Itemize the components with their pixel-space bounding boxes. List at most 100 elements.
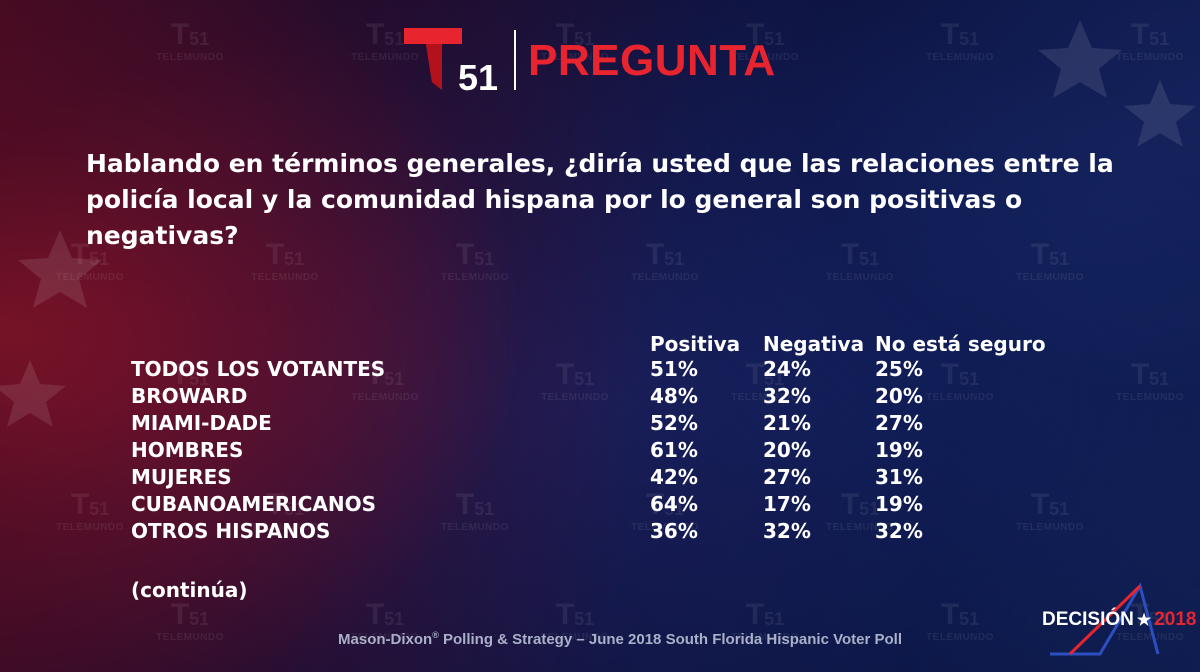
watermark-number: 51 xyxy=(384,609,405,629)
header-divider xyxy=(514,30,516,90)
row-label: OTROS HISPANOS xyxy=(131,519,331,543)
watermark-number: 51 xyxy=(959,29,980,49)
source-prefix: Mason-Dixon xyxy=(338,631,433,648)
cell-no-esta-seguro: 27% xyxy=(875,411,923,435)
watermark-number: 51 xyxy=(189,369,210,389)
cell-no-esta-seguro: 31% xyxy=(875,465,923,489)
watermark-brand: TELEMUNDO xyxy=(826,272,894,283)
watermark-number: 51 xyxy=(1149,609,1170,629)
cell-positiva: 51% xyxy=(650,357,698,381)
watermark-brand: TELEMUNDO xyxy=(251,522,319,533)
cell-no-esta-seguro: 25% xyxy=(875,357,923,381)
watermark-tile: T51 TELEMUNDO xyxy=(725,600,805,644)
watermark-number: 51 xyxy=(959,369,980,389)
cell-negativa: 24% xyxy=(763,357,811,381)
cell-positiva: 36% xyxy=(650,519,698,543)
table-row: MUJERES 42% 27% 31% xyxy=(0,464,1200,491)
cell-positiva: 42% xyxy=(650,465,698,489)
column-header-negativa: Negativa xyxy=(763,332,865,356)
watermark-brand: TELEMUNDO xyxy=(541,392,609,403)
watermark-number: 51 xyxy=(859,499,880,519)
watermark-brand: TELEMUNDO xyxy=(441,522,509,533)
watermark-tile: T51 TELEMUNDO xyxy=(1110,360,1190,404)
watermark-number: 51 xyxy=(1049,499,1070,519)
column-header-no-esta-seguro: No está seguro xyxy=(875,332,1046,356)
watermark-tile: T51 TELEMUNDO xyxy=(535,360,615,404)
row-label: MIAMI-DADE xyxy=(131,411,272,435)
cell-negativa: 32% xyxy=(763,384,811,408)
watermark-brand: TELEMUNDO xyxy=(1116,392,1184,403)
watermark-tile: T51 TELEMUNDO xyxy=(820,240,900,284)
watermark-brand: TELEMUNDO xyxy=(631,522,699,533)
cell-negativa: 32% xyxy=(763,519,811,543)
watermark-brand: TELEMUNDO xyxy=(1016,522,1084,533)
cell-negativa: 17% xyxy=(763,492,811,516)
watermark-brand: TELEMUNDO xyxy=(631,272,699,283)
watermark-tile: T51 TELEMUNDO xyxy=(50,240,130,284)
watermark-tile: T51 TELEMUNDO xyxy=(1110,20,1190,64)
cell-no-esta-seguro: 32% xyxy=(875,519,923,543)
watermark-number: 51 xyxy=(764,609,785,629)
registered-mark: ® xyxy=(432,630,439,640)
row-label: BROWARD xyxy=(131,384,248,408)
watermark-tile: T51 TELEMUNDO xyxy=(920,600,1000,644)
header-title: PREGUNTA xyxy=(528,36,776,85)
decision-year: 2018 xyxy=(1154,609,1197,630)
watermark-tile: T51 TELEMUNDO xyxy=(820,490,900,534)
watermark-brand: TELEMUNDO xyxy=(156,632,224,643)
row-label: HOMBRES xyxy=(131,438,244,462)
watermark-brand: TELEMUNDO xyxy=(56,522,124,533)
watermark-brand: TELEMUNDO xyxy=(1116,632,1184,643)
table-row: BROWARD 48% 32% 20% xyxy=(0,383,1200,410)
watermark-number: 51 xyxy=(1149,29,1170,49)
watermark-tile: T51 TELEMUNDO xyxy=(435,240,515,284)
watermark-brand: TELEMUNDO xyxy=(156,392,224,403)
watermark-number: 51 xyxy=(764,29,785,49)
watermark-tile: T51 TELEMUNDO xyxy=(245,490,325,534)
watermark-brand: TELEMUNDO xyxy=(441,272,509,283)
star-icon: ★ xyxy=(1136,612,1152,629)
watermark-brand: TELEMUNDO xyxy=(251,272,319,283)
watermark-number: 51 xyxy=(474,249,495,269)
watermark-brand: TELEMUNDO xyxy=(926,392,994,403)
table-row: OTROS HISPANOS 36% 32% 32% xyxy=(0,518,1200,545)
watermark-number: 51 xyxy=(189,29,210,49)
watermark-brand: TELEMUNDO xyxy=(926,52,994,63)
watermark-brand: TELEMUNDO xyxy=(1116,52,1184,63)
row-label: TODOS LOS VOTANTES xyxy=(131,357,386,381)
watermark-number: 51 xyxy=(1149,369,1170,389)
watermark-brand: TELEMUNDO xyxy=(1016,272,1084,283)
watermark-number: 51 xyxy=(384,369,405,389)
watermark-number: 51 xyxy=(574,369,595,389)
cell-positiva: 61% xyxy=(650,438,698,462)
table-row: MIAMI-DADE 52% 21% 27% xyxy=(0,410,1200,437)
watermark-tile: T51 TELEMUNDO xyxy=(920,360,1000,404)
watermark-number: 51 xyxy=(474,499,495,519)
poll-source-footer: Mason-Dixon® Polling & Strategy – June 2… xyxy=(0,630,1200,648)
watermark-brand: TELEMUNDO xyxy=(351,392,419,403)
cell-negativa: 27% xyxy=(763,465,811,489)
watermark-number: 51 xyxy=(89,249,110,269)
watermark-brand: TELEMUNDO xyxy=(351,52,419,63)
watermark-number: 51 xyxy=(1049,249,1070,269)
watermark-number: 51 xyxy=(89,499,110,519)
cell-no-esta-seguro: 20% xyxy=(875,384,923,408)
watermark-tile: T51 TELEMUNDO xyxy=(535,600,615,644)
cell-no-esta-seguro: 19% xyxy=(875,492,923,516)
watermark-brand: TELEMUNDO xyxy=(56,272,124,283)
decision-word: DECISIÓN xyxy=(1042,609,1134,630)
watermark-tile: T51 TELEMUNDO xyxy=(535,20,615,64)
telemundo-51-logo: 51 xyxy=(404,28,498,94)
table-row: CUBANOAMERICANOS 64% 17% 19% xyxy=(0,491,1200,518)
watermark-tile: T51 TELEMUNDO xyxy=(245,240,325,284)
watermark-tile: T51 TELEMUNDO xyxy=(150,360,230,404)
watermark-tile: T51 TELEMUNDO xyxy=(725,20,805,64)
watermark-tile: T51 TELEMUNDO xyxy=(725,360,805,404)
watermark-brand: TELEMUNDO xyxy=(926,632,994,643)
cell-positiva: 52% xyxy=(650,411,698,435)
source-rest: Polling & Strategy – June 2018 South Flo… xyxy=(438,631,902,648)
watermark-number: 51 xyxy=(284,499,305,519)
